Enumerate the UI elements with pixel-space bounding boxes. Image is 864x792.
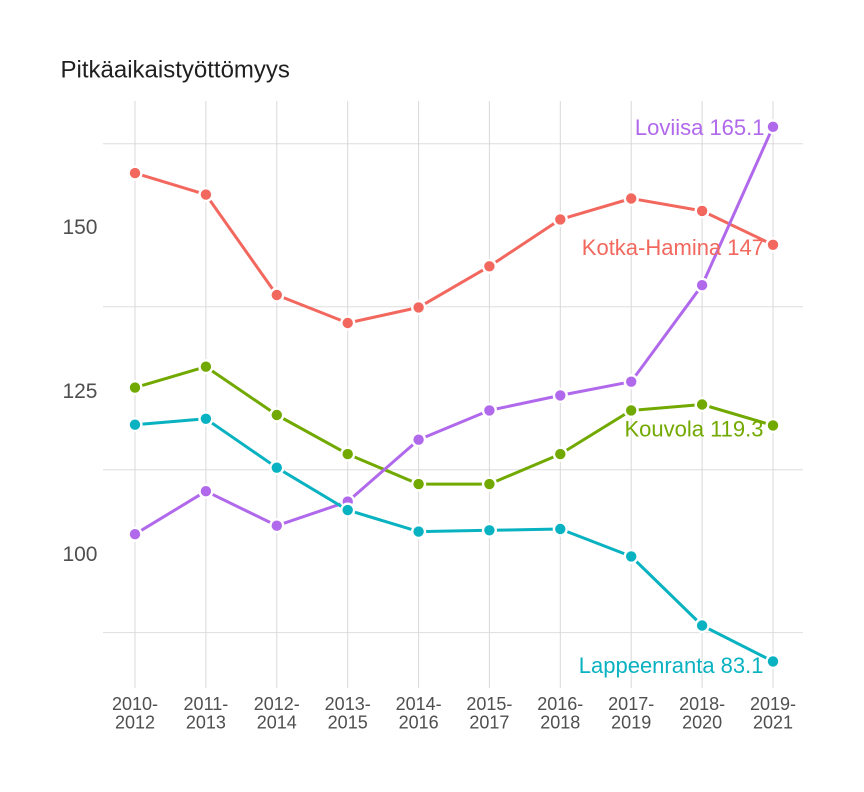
svg-text:2017: 2017 (469, 713, 509, 733)
svg-text:2019-: 2019- (750, 694, 796, 714)
svg-text:150: 150 (62, 216, 97, 239)
svg-text:Loviisa 165.1: Loviisa 165.1 (635, 115, 765, 140)
svg-text:Kouvola 119.3: Kouvola 119.3 (624, 417, 763, 442)
svg-text:Kotka-Hamina 147: Kotka-Hamina 147 (582, 235, 764, 260)
svg-text:2017-: 2017- (608, 694, 654, 714)
svg-text:2013: 2013 (186, 713, 226, 733)
svg-text:2020: 2020 (682, 713, 722, 733)
svg-text:100: 100 (62, 543, 97, 566)
svg-text:2016: 2016 (399, 713, 439, 733)
svg-text:2016-: 2016- (537, 694, 583, 714)
svg-text:Pitkäaikaistyöttömyys: Pitkäaikaistyöttömyys (61, 57, 290, 84)
svg-text:2012-: 2012- (254, 694, 300, 714)
svg-text:2018: 2018 (540, 713, 580, 733)
svg-text:2012: 2012 (115, 713, 155, 733)
svg-text:2015-: 2015- (466, 694, 512, 714)
svg-text:Lappeenranta 83.1: Lappeenranta 83.1 (579, 653, 764, 678)
svg-text:2010-: 2010- (112, 694, 158, 714)
svg-text:2018-: 2018- (679, 694, 725, 714)
svg-text:2011-: 2011- (184, 694, 229, 714)
svg-text:2013-: 2013- (325, 694, 371, 714)
svg-text:2014-: 2014- (396, 694, 442, 714)
svg-text:2019: 2019 (611, 713, 651, 733)
svg-text:2021: 2021 (753, 713, 793, 733)
svg-text:2014: 2014 (257, 713, 297, 733)
svg-text:2015: 2015 (328, 713, 368, 733)
svg-text:125: 125 (62, 380, 97, 403)
